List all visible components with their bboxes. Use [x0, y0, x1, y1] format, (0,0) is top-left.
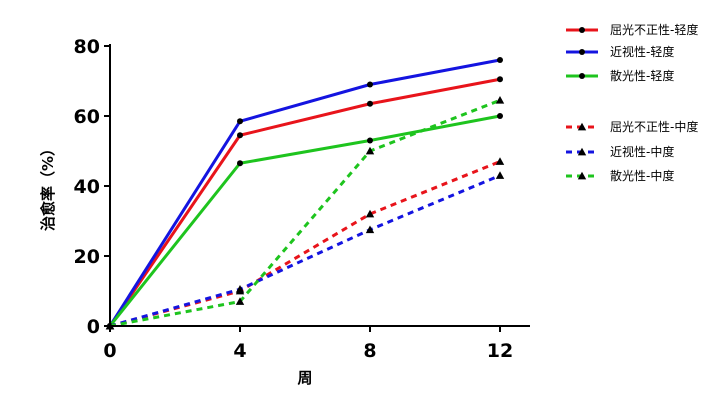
- data-point-marker: [497, 76, 503, 83]
- data-point-marker: [577, 171, 587, 180]
- legend-label: 屈光不正性-轻度: [610, 22, 698, 37]
- data-point-marker: [365, 209, 375, 218]
- data-point-marker: [367, 137, 373, 144]
- legend-item: 散光性-轻度: [566, 68, 674, 83]
- data-point-marker: [495, 171, 505, 179]
- data-point-marker: [237, 118, 243, 125]
- legend-item: 屈光不正性-中度: [566, 119, 698, 134]
- y-axis-title: 治愈率（%）: [39, 141, 57, 231]
- series-group: [107, 113, 503, 329]
- series-group: [105, 96, 505, 330]
- data-point-marker: [237, 160, 243, 167]
- data-point-marker: [497, 113, 503, 119]
- y-tick-label: 60: [74, 106, 100, 128]
- series-line: [109, 174, 501, 328]
- data-point-marker: [235, 297, 245, 305]
- x-tick-label: 12: [487, 340, 513, 362]
- legend-item: 近视性-轻度: [566, 44, 674, 59]
- data-point-marker: [577, 122, 587, 131]
- data-point-marker: [579, 73, 585, 79]
- y-tick-label: 0: [87, 316, 100, 338]
- x-tick-label: 0: [103, 340, 116, 362]
- y-tick-label: 80: [74, 36, 100, 58]
- ticks-layer: 0 20 40 60 80 0 4 8 12: [74, 36, 514, 362]
- legend-label: 散光性-中度: [610, 168, 674, 183]
- data-point-marker: [579, 49, 585, 55]
- legend-label: 近视性-中度: [610, 144, 674, 159]
- series-layer: [105, 57, 505, 330]
- legend-item: 散光性-中度: [566, 168, 674, 183]
- y-tick-label: 20: [74, 246, 100, 268]
- data-point-marker: [579, 27, 585, 33]
- series-line: [108, 114, 501, 327]
- data-point-marker: [495, 96, 505, 104]
- x-tick-label: 4: [233, 340, 246, 362]
- data-point-marker: [365, 225, 375, 234]
- series-line: [109, 98, 501, 328]
- x-tick-label: 8: [363, 340, 376, 362]
- data-point-marker: [367, 81, 373, 88]
- data-point-marker: [235, 285, 245, 293]
- series-line: [108, 77, 501, 327]
- data-point-marker: [367, 100, 373, 107]
- legend-label: 散光性-轻度: [610, 68, 674, 83]
- series-group: [107, 57, 503, 329]
- y-tick-label: 40: [74, 176, 100, 198]
- legend-label: 屈光不正性-中度: [610, 119, 698, 134]
- series-line: [109, 160, 501, 328]
- series-group: [107, 76, 503, 329]
- legend-item: 屈光不正性-轻度: [566, 22, 698, 37]
- series-group: [105, 171, 505, 330]
- series-line: [108, 58, 501, 327]
- legend-label: 近视性-轻度: [610, 44, 674, 59]
- data-point-marker: [365, 146, 375, 155]
- data-point-marker: [577, 147, 587, 156]
- data-point-marker: [497, 57, 503, 63]
- x-axis-title: 周: [297, 369, 312, 387]
- legend-item: 近视性-中度: [566, 144, 674, 159]
- data-point-marker: [495, 157, 505, 165]
- data-point-marker: [237, 132, 243, 139]
